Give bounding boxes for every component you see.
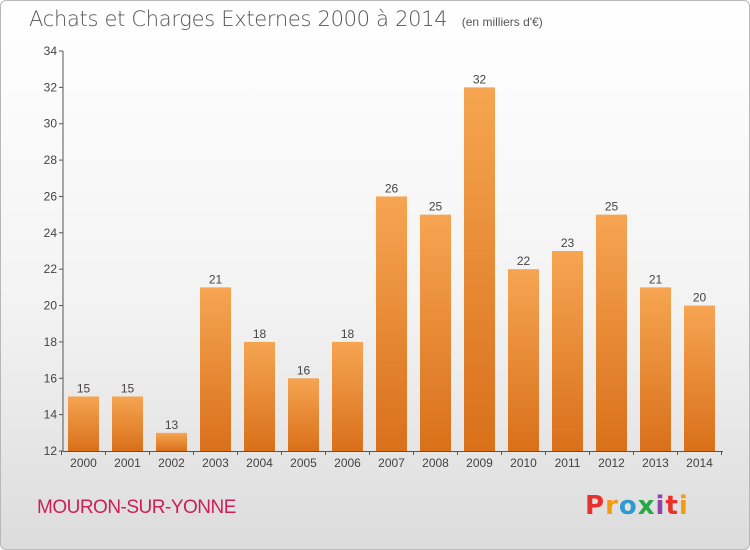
- x-tick-label: 2004: [246, 456, 273, 470]
- logo-letter: P: [585, 491, 606, 521]
- x-tick-label: 2005: [290, 456, 317, 470]
- data-label: 18: [341, 327, 355, 341]
- data-label: 13: [165, 418, 179, 432]
- bar: [200, 287, 231, 451]
- logo-letter: t: [665, 491, 679, 521]
- data-label: 26: [385, 181, 399, 195]
- data-label: 15: [121, 381, 135, 395]
- x-tick-label: 2006: [334, 456, 361, 470]
- bar: [552, 251, 583, 451]
- chart-title: Achats et Charges Externes 2000 à 2014: [29, 7, 448, 31]
- y-tick-label: 14: [44, 408, 58, 422]
- x-tick-label: 2008: [422, 456, 449, 470]
- x-tick-label: 2014: [686, 456, 713, 470]
- logo-letter: x: [637, 491, 656, 521]
- y-tick-label: 26: [44, 189, 58, 203]
- y-tick-label: 24: [44, 226, 58, 240]
- data-label: 23: [561, 236, 575, 250]
- x-tick-label: 2007: [378, 456, 405, 470]
- y-tick-label: 34: [44, 44, 58, 58]
- x-tick-label: 2009: [466, 456, 493, 470]
- data-label: 15: [77, 381, 91, 395]
- bar: [68, 396, 99, 451]
- x-tick-label: 2001: [114, 456, 141, 470]
- chart-unit: (en milliers d'€): [461, 15, 543, 29]
- x-tick-label: 2003: [202, 456, 229, 470]
- data-label: 21: [649, 272, 663, 286]
- y-tick-label: 28: [44, 153, 58, 167]
- bar: [508, 269, 539, 451]
- y-tick-label: 18: [44, 335, 58, 349]
- data-label: 18: [253, 327, 267, 341]
- bar: [376, 196, 407, 451]
- bar: [112, 396, 143, 451]
- x-tick-label: 2012: [598, 456, 625, 470]
- x-tick-label: 2002: [158, 456, 185, 470]
- x-tick-label: 2010: [510, 456, 537, 470]
- data-label: 25: [605, 200, 619, 214]
- y-tick-label: 32: [44, 80, 58, 94]
- y-tick-label: 12: [44, 444, 58, 458]
- bar: [640, 287, 671, 451]
- x-tick-label: 2011: [555, 456, 581, 470]
- bar: [464, 87, 495, 451]
- bar: [684, 305, 715, 451]
- y-tick-label: 30: [44, 117, 58, 131]
- data-label: 25: [429, 200, 443, 214]
- bar: [596, 214, 627, 451]
- proxiti-logo: Proxiti: [585, 491, 689, 521]
- data-label: 16: [297, 363, 311, 377]
- logo-letter: i: [655, 491, 666, 521]
- logo-letter: i: [678, 491, 689, 521]
- y-tick-label: 16: [44, 371, 58, 385]
- logo-letter: r: [605, 491, 619, 521]
- bar: [156, 432, 187, 451]
- bar: [420, 214, 451, 451]
- data-label: 32: [473, 72, 487, 86]
- bar: [288, 378, 319, 451]
- bar: [244, 341, 275, 451]
- y-tick-label: 22: [44, 262, 58, 276]
- data-label: 20: [693, 291, 707, 305]
- bar: [332, 341, 363, 451]
- place-name: MOURON-SUR-YONNE: [37, 497, 236, 518]
- x-tick-label: 2013: [642, 456, 669, 470]
- data-label: 21: [209, 272, 223, 286]
- chart-title-block: Achats et Charges Externes 2000 à 2014 (…: [29, 7, 543, 31]
- data-label: 22: [517, 254, 531, 268]
- x-tick-label: 2000: [70, 456, 97, 470]
- logo-letter: o: [618, 491, 638, 521]
- y-tick-label: 20: [44, 299, 58, 313]
